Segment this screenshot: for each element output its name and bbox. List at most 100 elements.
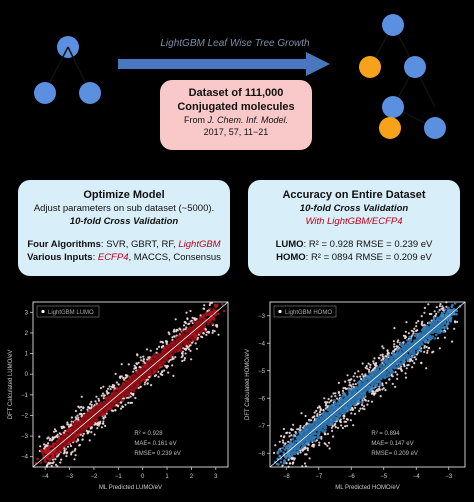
- scatter-point: [415, 321, 418, 324]
- algorithms-label: Four Algorithms: [27, 239, 101, 250]
- scatter-point: [142, 360, 145, 363]
- scatter-point: [391, 382, 394, 385]
- scatter-point: [316, 413, 319, 416]
- scatter-point: [451, 303, 454, 307]
- scatter-point: [143, 379, 146, 382]
- scatter-point: [313, 415, 316, 418]
- scatter-point: [73, 439, 77, 443]
- scatter-point: [58, 446, 62, 449]
- scatter-point: [326, 444, 329, 447]
- scatter-point: [445, 325, 448, 328]
- scatter-point: [90, 400, 93, 403]
- scatter-point: [308, 457, 311, 460]
- scatter-point: [403, 360, 406, 363]
- scatter-point: [299, 426, 302, 429]
- y-tick-label: −3: [21, 434, 29, 440]
- scatter-point: [320, 435, 323, 439]
- scatter-point: [365, 365, 368, 368]
- scatter-point: [163, 369, 166, 372]
- scatter-point: [350, 390, 353, 393]
- scatter-point: [354, 385, 358, 389]
- scatter-point: [318, 430, 321, 434]
- scatter-point: [414, 334, 417, 338]
- scatter-point: [334, 392, 337, 395]
- scatter-point: [130, 401, 134, 404]
- scatter-point: [382, 347, 385, 350]
- y-tick-label: −6: [258, 396, 266, 402]
- scatter-point: [87, 406, 90, 409]
- scatter-point: [99, 386, 103, 390]
- scatter-point: [102, 392, 105, 395]
- scatter-point: [318, 418, 322, 422]
- scatter-point: [166, 359, 169, 362]
- scatter-point: [147, 359, 151, 362]
- y-tick-label: 2: [25, 331, 29, 337]
- scatter-point: [404, 372, 407, 375]
- scatter-point: [64, 429, 67, 432]
- x-tick-label: 3: [214, 474, 218, 480]
- scatter-point: [359, 377, 363, 381]
- scatter-point: [105, 390, 108, 393]
- scatter-point: [294, 430, 297, 434]
- scatter-point: [348, 381, 351, 384]
- scatter-point: [146, 358, 149, 361]
- scatter-point: [282, 451, 286, 454]
- scatter-point: [78, 444, 81, 447]
- scatter-point: [429, 336, 433, 340]
- scatter-point: [47, 450, 50, 453]
- scatter-point: [135, 370, 138, 374]
- scatter-point: [391, 351, 395, 355]
- scatter-point: [78, 413, 81, 416]
- scatter-point: [51, 445, 54, 448]
- scatter-point: [316, 406, 319, 409]
- scatter-point: [193, 325, 196, 329]
- scatter-point: [366, 374, 369, 378]
- scatter-point: [97, 397, 100, 400]
- scatter-point: [380, 366, 384, 369]
- scatter-point: [134, 366, 137, 369]
- scatter-point: [408, 351, 412, 354]
- scatter-point: [347, 407, 351, 411]
- legend: LightGBM HOMO: [273, 305, 337, 318]
- scatter-point: [324, 429, 327, 432]
- scatter-point: [124, 374, 128, 377]
- scatter-point: [293, 457, 296, 460]
- scatter-point: [350, 412, 353, 415]
- scatter-point: [141, 365, 144, 368]
- legend-marker: [41, 309, 45, 314]
- scatter-point: [169, 341, 173, 345]
- scatter-point: [156, 354, 159, 358]
- stat-label: RMSE= 0.239 eV: [134, 451, 181, 457]
- scatter-point: [333, 402, 337, 406]
- inputs-sep: :: [92, 252, 98, 263]
- scatter-point: [134, 396, 137, 400]
- scatter-point: [167, 331, 170, 334]
- scatter-point: [426, 351, 429, 354]
- scatter-point: [337, 426, 340, 430]
- scatter-point: [400, 343, 403, 347]
- scatter-point: [396, 365, 399, 368]
- scatter-point: [200, 325, 204, 329]
- scatter-point: [122, 378, 126, 381]
- scatter-point: [307, 440, 311, 444]
- scatter-point: [100, 426, 103, 429]
- scatter-point: [352, 403, 355, 407]
- scatter-point: [286, 431, 289, 434]
- optimize-subtitle: Adjust parameters on sub dataset (~5000)…: [33, 203, 215, 214]
- scatter-point: [354, 383, 357, 386]
- scatter-point: [449, 318, 452, 322]
- scatter-point: [182, 347, 185, 350]
- scatter-point: [189, 309, 192, 313]
- scatter-point: [174, 356, 177, 359]
- scatter-point: [306, 447, 309, 450]
- scatter-point: [349, 419, 352, 422]
- y-tick-label: −4: [21, 455, 29, 461]
- scatter-point: [75, 417, 78, 420]
- scatter-point: [167, 371, 170, 374]
- scatter-point: [124, 403, 127, 406]
- scatter-point: [95, 402, 98, 405]
- lumo-label: LUMO: [275, 239, 304, 250]
- scatter-point: [288, 445, 292, 448]
- scatter-point: [64, 442, 68, 446]
- y-tick-label: 3: [25, 310, 29, 316]
